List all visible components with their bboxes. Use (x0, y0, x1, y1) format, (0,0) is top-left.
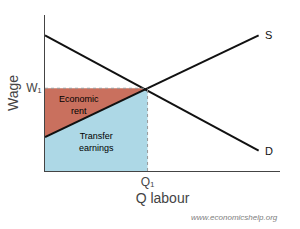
svg-text:Economicrent: Economicrent (59, 94, 99, 116)
svg-text:Transferearnings: Transferearnings (79, 131, 114, 153)
svg-text:S: S (265, 29, 272, 41)
svg-text:Wage: Wage (5, 75, 21, 111)
svg-text:W₁: W₁ (26, 81, 41, 95)
svg-text:D: D (265, 145, 273, 157)
svg-text:Q labour: Q labour (136, 190, 190, 206)
svg-text:Q₁: Q₁ (141, 175, 154, 189)
svg-text:www.economicshelp.org: www.economicshelp.org (191, 213, 278, 222)
